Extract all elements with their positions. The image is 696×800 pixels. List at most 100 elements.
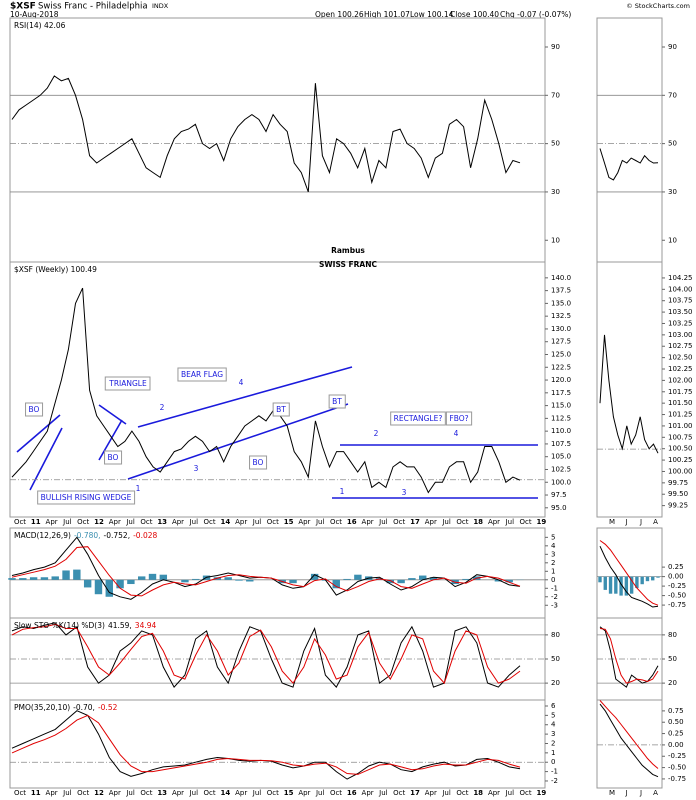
trendline: [16, 414, 61, 453]
y-tick-label: 103.25: [668, 319, 693, 327]
x-tick-label: Jul: [441, 518, 451, 526]
histogram-bar: [354, 574, 362, 580]
annotation-box: [104, 450, 123, 465]
x-tick-label: 12: [94, 789, 104, 797]
y-tick-label: 20: [551, 679, 560, 687]
y-tick-label: 1: [551, 567, 555, 575]
annotation-box: [272, 402, 290, 417]
histogram-bar: [462, 578, 470, 580]
y-tick-label: 120.0: [551, 376, 571, 384]
x-tick-label: Oct: [330, 789, 342, 797]
y-tick-label: 130.0: [551, 325, 571, 333]
x-tick-label: 14: [221, 789, 231, 797]
annotation: BO: [108, 453, 119, 462]
x-tick-label: Apr: [425, 789, 437, 797]
y-tick-label: -1: [551, 584, 558, 592]
x-tick-label: Jul: [252, 518, 262, 526]
annotation: BO: [29, 405, 40, 414]
y-tick-label: 2: [551, 559, 555, 567]
histogram-bar: [289, 579, 297, 584]
x-tick-label: A: [653, 518, 658, 526]
y-tick-label: 105.0: [551, 453, 571, 461]
series-line: [11, 287, 521, 494]
y-tick-label: -0.50: [668, 592, 686, 600]
x-tick-label: Jul: [189, 518, 199, 526]
y-tick-label: 100.0: [551, 478, 571, 486]
x-tick-label: Jul: [505, 789, 515, 797]
histogram-bar: [635, 576, 639, 588]
y-tick-label: 70: [551, 91, 560, 99]
histogram-bar: [40, 577, 49, 580]
y-tick-label: -1: [551, 768, 558, 776]
annotation-box: [390, 411, 446, 426]
x-tick-label: Jul: [125, 789, 135, 797]
y-tick-label: 122.5: [551, 363, 571, 371]
symbol: $XSF: [10, 2, 36, 12]
x-tick-label: 11: [31, 789, 41, 797]
y-tick-label: 100.50: [668, 445, 693, 453]
histogram-bar: [62, 570, 70, 580]
y-tick-label: 10: [668, 236, 677, 244]
x-tick-label: A: [653, 789, 658, 797]
y-tick-label: 0: [551, 758, 555, 766]
y-tick-label: 99.50: [668, 490, 688, 498]
y-tick-label: 90: [668, 43, 677, 51]
annotation: TRIANGLE: [108, 379, 147, 388]
y-tick-label: 50: [551, 655, 560, 663]
y-tick-label: 104.00: [668, 285, 693, 293]
y-tick-label: 4: [551, 542, 556, 550]
x-tick-label: 15: [284, 518, 294, 526]
y-tick-label: 103.00: [668, 331, 693, 339]
annotation: 2: [374, 429, 379, 438]
x-tick-label: 12: [94, 518, 104, 526]
x-tick-label: 15: [284, 789, 294, 797]
series-line: [599, 626, 659, 688]
panel-frame: [9, 699, 546, 789]
x-tick-label: Apr: [109, 789, 121, 797]
series-line: [11, 622, 521, 688]
x-tick-label: Jul: [62, 518, 72, 526]
y-tick-label: 102.5: [551, 465, 571, 473]
histogram-bar: [494, 579, 503, 582]
y-tick-label: 6: [551, 702, 556, 710]
panel-title: Slow STO %K(14) %D(3) 41.59, 34.94: [14, 621, 156, 630]
series-line: [11, 75, 521, 193]
x-tick-label: Apr: [488, 789, 500, 797]
y-tick-label: 117.5: [551, 389, 571, 397]
x-tick-label: Oct: [520, 518, 532, 526]
x-tick-label: Jul: [315, 518, 325, 526]
series-line: [599, 703, 659, 778]
series-line: [599, 540, 659, 606]
histogram-bar: [397, 579, 405, 584]
panel-frame: [9, 261, 546, 518]
x-tick-label: 13: [157, 789, 167, 797]
y-tick-label: 10: [551, 236, 560, 244]
histogram-bar: [127, 579, 135, 585]
histogram-bar: [83, 579, 92, 588]
y-tick-label: 140.0: [551, 274, 571, 282]
series-line: [599, 545, 659, 608]
histogram-bar: [8, 578, 16, 580]
trendline: [98, 419, 123, 461]
y-tick-label: -0.25: [668, 582, 686, 590]
histogram-bar: [343, 578, 351, 580]
panel-frame: [596, 527, 663, 619]
y-tick-label: 3: [551, 730, 555, 738]
histogram-bar: [148, 573, 157, 580]
y-tick-label: 30: [551, 188, 560, 196]
histogram-bar: [19, 578, 27, 580]
y-tick-label: 101.50: [668, 399, 693, 407]
y-tick-label: 95.0: [551, 504, 567, 512]
x-tick-label: Oct: [456, 789, 468, 797]
annotation: BT: [332, 397, 342, 406]
histogram-bar: [429, 577, 438, 580]
y-tick-label: 103.50: [668, 308, 693, 316]
x-tick-label: Jul: [252, 789, 262, 797]
annotation-box: [445, 411, 473, 426]
copyright: © StockCharts.com: [626, 2, 690, 10]
y-tick-label: 110.0: [551, 427, 571, 435]
panel-reading: -0.52: [98, 703, 118, 712]
x-tick-label: Apr: [172, 789, 184, 797]
series-line: [599, 334, 659, 454]
